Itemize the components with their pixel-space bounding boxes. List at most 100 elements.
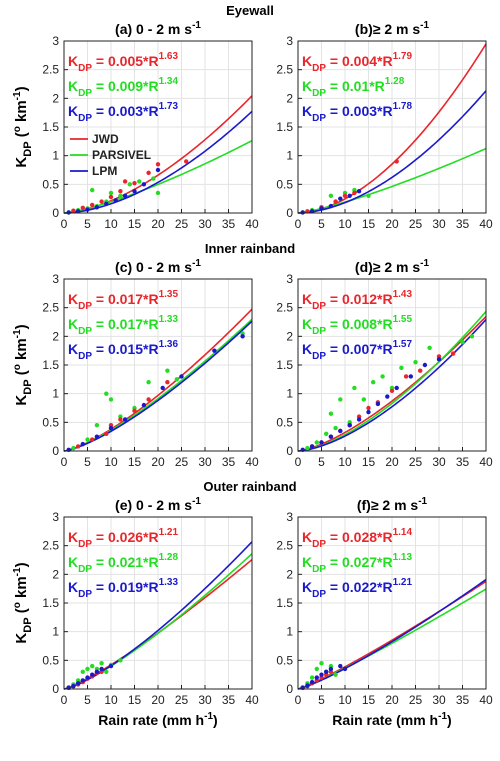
y-tick-label: 2.5 [276,539,293,553]
x-tick-label: 35 [456,455,470,469]
ylabel-k: K [13,157,30,168]
data-point-parsivel [309,675,315,680]
xlabel-text: Rain rate (mm h [98,712,204,728]
data-point-lpm [338,428,343,434]
y-tick-label: 0.5 [276,653,293,667]
data-point-parsivel [380,374,385,379]
data-point-parsivel [165,368,170,373]
x-tick-label: 15 [362,217,376,231]
y-tick-label: 2 [52,567,59,581]
fit-equation-lpm: KDP = 0.015*R1.36 [68,339,178,362]
data-point-parsivel [104,669,109,674]
x-tick-label: 5 [318,693,325,707]
y-tick-label: 3 [286,510,293,524]
ylabel-k: K [13,395,30,406]
x-tick-label: 15 [362,455,376,469]
ylabel-close: ) [13,86,30,91]
data-point-parsivel [146,380,151,385]
x-tick-label: 30 [198,455,212,469]
y-tick-label: 0.5 [276,415,293,429]
eq-exp: 1.13 [393,552,413,563]
data-point-lpm [122,193,128,198]
x-tick-label: 10 [338,455,352,469]
data-point-parsivel [108,397,114,402]
eq-k: K [302,554,312,570]
data-point-lpm [338,663,343,669]
legend-label-parsivel: PARSIVEL [92,148,151,162]
x-tick-label: 10 [104,217,118,231]
eq-body: = 0.017*R [92,316,159,332]
fit-equation-parsivel: KDP = 0.027*R1.13 [302,552,412,575]
x-tick-label: 25 [409,217,423,231]
eq-sub: DP [312,351,326,362]
fit-equation-lpm: KDP = 0.003*R1.73 [68,101,178,124]
eq-sub: DP [78,113,92,124]
eq-k: K [302,291,312,307]
data-point-parsivel [174,377,179,382]
x-tick-label: 40 [479,693,493,707]
data-point-lpm [338,196,343,201]
xlabel-sup: -1 [438,711,447,722]
eq-exp: 1.73 [159,101,179,112]
x-tick-label: 0 [61,693,68,707]
y-tick-label: 0 [52,444,59,458]
data-point-jwd [122,179,128,184]
y-tick-label: 2.5 [42,539,59,553]
ylabel-k: K [13,633,30,644]
data-point-parsivel [427,345,432,350]
y-tick-label: 1 [52,625,59,639]
data-point-lpm [75,209,81,214]
data-point-parsivel [319,661,324,666]
eq-exp: 1.21 [393,577,413,588]
y-tick-label: 0 [286,444,293,458]
eq-k: K [68,529,78,545]
section-title: Inner rainband [205,241,295,256]
y-tick-label: 0.5 [42,415,59,429]
x-tick-label: 20 [385,217,399,231]
ylabel-sub: DP [22,141,34,156]
x-tick-label: 35 [222,693,236,707]
data-point-lpm [80,441,86,447]
panel-title: (a) 0 - 2 m s-1 [115,20,201,37]
panel-d: 0 5 10 15 20 25 30 35 40 0 0.5 1 1.5 2 2.5 3 (d)≥ 2 m s-… [276,258,493,469]
eq-exp: 1.14 [393,527,413,538]
section-title: Eyewall [226,3,274,18]
x-tick-label: 5 [84,693,91,707]
y-tick-label: 2.5 [42,63,59,77]
data-point-parsivel [338,397,343,402]
eq-sub: DP [78,351,92,362]
data-point-lpm [319,206,324,211]
fit-equation-lpm: KDP = 0.007*R1.57 [302,339,412,362]
x-tick-label: 0 [61,217,68,231]
y-tick-label: 3 [52,272,59,286]
plot-frame [63,40,253,214]
panel-title: (e) 0 - 2 m s-1 [115,496,201,513]
ylabel-sub: DP [22,617,34,632]
data-point-lpm [305,683,310,688]
data-point-parsivel [333,672,338,677]
data-point-lpm [324,669,329,674]
plot-frame [63,278,253,452]
data-point-lpm [300,210,305,215]
eq-body: = 0.003*R [92,103,159,119]
eq-sub: DP [312,539,326,550]
eq-sub: DP [312,63,326,74]
data-point-parsivel [99,661,104,666]
data-point-jwd [184,159,189,164]
eq-body: = 0.009*R [92,78,159,94]
data-point-parsivel [366,193,371,198]
data-point-parsivel [151,176,156,181]
eq-body: = 0.026*R [92,529,159,545]
data-point-lpm [366,409,371,415]
eq-exp: 1.79 [393,51,413,62]
panel-b: 0 5 10 15 20 25 30 35 40 0 0.5 1 1.5 2 2.5 3 (b)≥ 2 m s-… [276,20,493,231]
x-tick-label: 15 [128,217,142,231]
eq-k: K [302,103,312,119]
data-point-parsivel [399,365,404,371]
eq-sub: DP [312,88,326,99]
data-point-parsivel [108,190,114,196]
eq-k: K [68,554,78,570]
y-axis-label: KDP (o km-1) [12,562,34,643]
eq-k: K [68,579,78,595]
